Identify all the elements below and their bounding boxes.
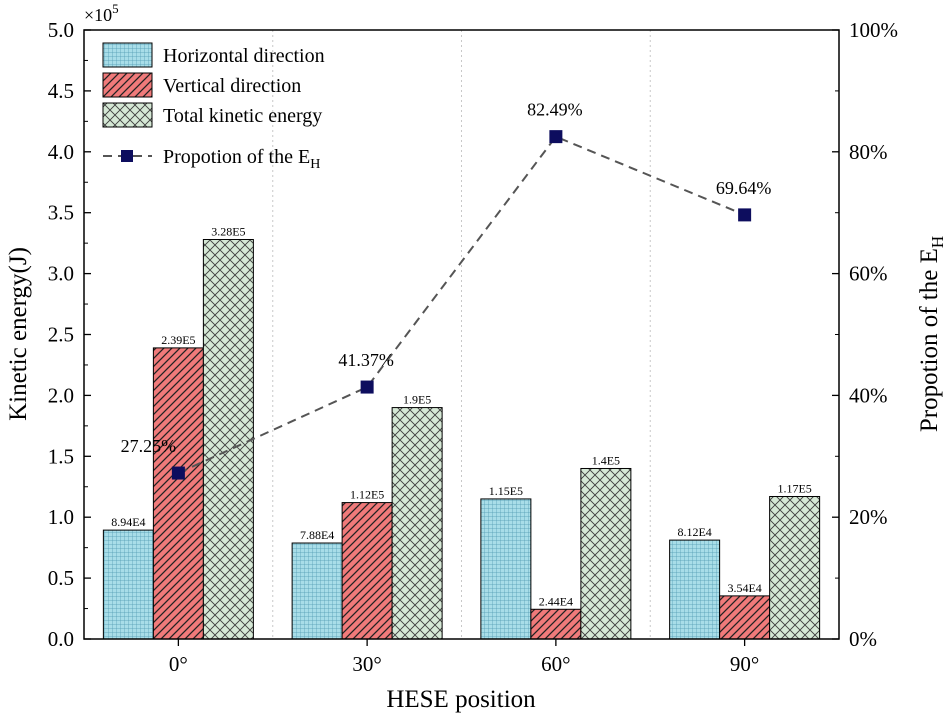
y-tick-label: 0.0 [48, 627, 74, 651]
x-tick-label: 0° [169, 652, 188, 676]
legend-label-horizontal: Horizontal direction [163, 45, 325, 67]
legend-label-vertical: Vertical direction [163, 75, 301, 97]
legend-label-proportion-text: Propotion of the E [163, 146, 310, 168]
y-tick-label: 5.0 [48, 18, 74, 42]
bar-horizontal-0 [102, 529, 154, 640]
y2-tick-label: 20% [849, 505, 888, 529]
bar-horizontal-1 [291, 542, 343, 640]
bar-label-vertical-0: 2.39E5 [161, 333, 195, 347]
bar-label-horizontal-1: 7.88E4 [300, 528, 334, 542]
y-axis-title: Kinetic energy(J) [5, 247, 32, 421]
y2-tick-label: 100% [849, 18, 898, 42]
y-axis-left: 0.0 0.5 1.0 1.5 2.0 2.5 3.0 3.5 4.0 4.5 5.0 [48, 18, 91, 651]
legend-swatch-horizontal [102, 42, 153, 68]
legend-marker-sample [121, 150, 133, 162]
x-axis-title: HESE position [386, 686, 536, 713]
bar-label-vertical-2: 2.44E4 [539, 594, 573, 608]
legend-label-proportion-sub: H [310, 157, 320, 172]
y-tick-label: 4.5 [48, 79, 74, 103]
bar-total-3 [769, 495, 821, 640]
y-axis-multiplier-base: ×10 [84, 5, 112, 25]
bar-vertical-2 [530, 608, 582, 640]
proportion-line [177, 135, 746, 474]
y-tick-label: 1.0 [48, 505, 74, 529]
bar-label-horizontal-3: 8.12E4 [677, 525, 711, 539]
gridlines [272, 30, 651, 639]
bar-label-total-0: 3.28E5 [211, 224, 245, 238]
bar-total-2 [580, 467, 632, 640]
y-tick-label: 3.5 [48, 201, 74, 225]
y2-tick-label: 60% [849, 262, 888, 286]
y-axis-multiplier-exponent: 5 [112, 1, 119, 16]
y-tick-label: 4.0 [48, 140, 74, 164]
y-tick-label: 2.0 [48, 383, 74, 407]
y2-axis-title: Propotion of the EH [916, 236, 945, 432]
bar-horizontal-2 [480, 498, 532, 640]
y-tick-label: 0.5 [48, 566, 74, 590]
proportion-marker-2 [549, 130, 563, 144]
y2-axis-title-sub: H [928, 236, 945, 248]
proportion-label-2: 82.49% [527, 100, 583, 120]
bar-label-total-3: 1.17E5 [777, 481, 811, 495]
bar-vertical-0 [152, 347, 204, 640]
proportion-label-3: 69.64% [716, 178, 772, 198]
proportion-marker-1 [360, 380, 374, 394]
proportion-marker-3 [738, 208, 752, 222]
bar-label-vertical-1: 1.12E5 [350, 488, 384, 502]
bar-label-vertical-3: 3.54E4 [727, 581, 761, 595]
y2-axis-title-text: Propotion of the E [916, 248, 943, 432]
x-tick-label: 30° [352, 652, 381, 676]
bar-total-1 [391, 407, 443, 640]
y2-tick-label: 0% [849, 627, 877, 651]
bar-label-total-2: 1.4E5 [592, 453, 620, 467]
x-axis: 0° 30° 60° 90° [169, 639, 759, 676]
legend-swatch-total [102, 102, 153, 128]
legend-label-total: Total kinetic energy [163, 105, 322, 127]
y-axis-right: 0% 20% 40% 60% 80% 100% [832, 18, 898, 651]
bar-horizontal-3 [669, 539, 721, 640]
bar-total-0 [202, 238, 254, 640]
y-tick-label: 2.5 [48, 323, 74, 347]
x-tick-label: 60° [541, 652, 570, 676]
legend: Horizontal direction Vertical direction … [102, 42, 325, 172]
bar-vertical-3 [719, 595, 771, 640]
bar-label-horizontal-0: 8.94E4 [111, 515, 145, 529]
proportion-label-1: 41.37% [338, 350, 394, 370]
bar-data-labels: 8.94E4 2.39E5 3.28E5 7.88E4 1.12E5 1.9E5 1.15E… [111, 224, 812, 608]
proportion-marker-0 [171, 466, 185, 480]
y-tick-label: 3.0 [48, 262, 74, 286]
bar-label-total-1: 1.9E5 [403, 393, 431, 407]
legend-swatch-vertical [102, 72, 153, 98]
proportion-line-series: 27.25% 41.37% 82.49% 69.64% [121, 100, 772, 480]
y-tick-label: 1.5 [48, 444, 74, 468]
y2-tick-label: 80% [849, 140, 888, 164]
bar-label-horizontal-2: 1.15E5 [489, 484, 523, 498]
y-axis-multiplier: ×105 [84, 1, 119, 25]
y2-tick-label: 40% [849, 383, 888, 407]
proportion-label-0: 27.25% [121, 436, 177, 456]
bars [102, 238, 821, 640]
x-tick-label: 90° [730, 652, 759, 676]
bar-vertical-1 [341, 502, 393, 640]
legend-label-proportion: Propotion of the EH [163, 146, 320, 172]
